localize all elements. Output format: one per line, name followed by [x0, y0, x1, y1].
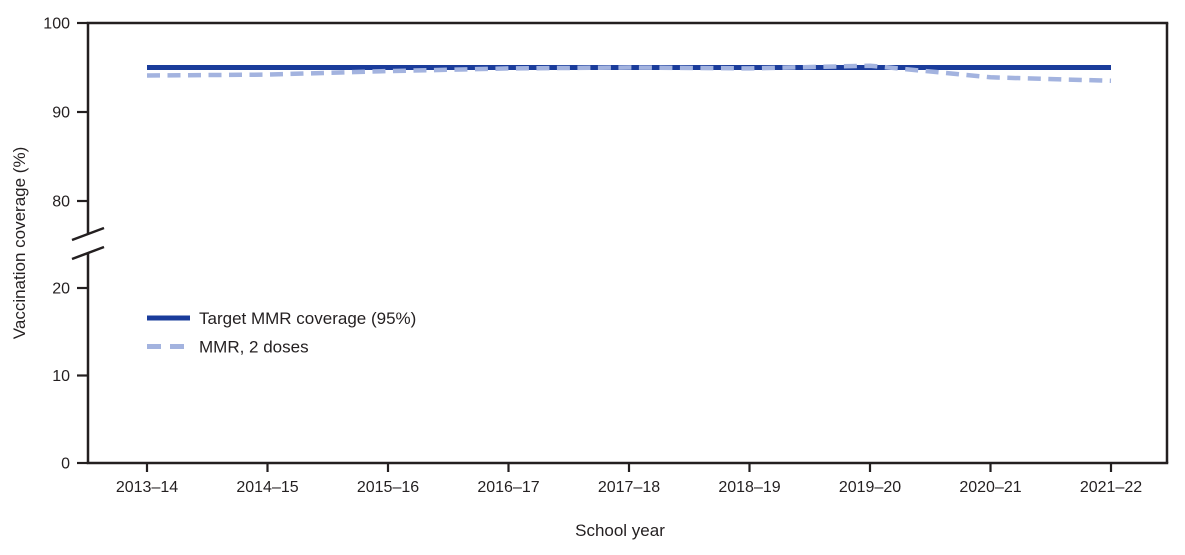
x-tick-label-2020-21: 2020–21 [959, 479, 1021, 496]
axis-break-slash-lower [71, 245, 105, 261]
legend-label-target-mmr-coverage-95%: Target MMR coverage (95%) [199, 309, 416, 328]
y-tick-label-20: 20 [52, 281, 70, 298]
x-tick-label-2021-22: 2021–22 [1080, 479, 1142, 496]
axis-break-slash-upper [71, 226, 105, 242]
x-tick-label-2016-17: 2016–17 [477, 479, 539, 496]
y-axis-title: Vaccination coverage (%) [10, 147, 29, 339]
y-tick-label-80: 80 [52, 194, 70, 211]
x-tick-label-2017-18: 2017–18 [598, 479, 660, 496]
mmr-2-doses-line [146, 63, 1112, 84]
legend-label-mmr-2-doses: MMR, 2 doses [199, 338, 309, 357]
x-tick-label-2015-16: 2015–16 [357, 479, 419, 496]
y-tick-label-90: 90 [52, 105, 70, 122]
x-axis-title: School year [575, 521, 665, 540]
x-tick-label-2014-15: 2014–15 [236, 479, 298, 496]
x-tick-label-2013-14: 2013–14 [116, 479, 178, 496]
legend-item-target-mmr-coverage-95%: Target MMR coverage (95%) [147, 309, 416, 328]
x-tick-label-2019-20: 2019–20 [839, 479, 901, 496]
y-tick-label-100: 100 [43, 16, 70, 33]
y-tick-label-10: 10 [52, 368, 70, 385]
chart-generated-content: 0 10 20 80 90 100 2013–14 2014–15 2015–16 2016–17… [43, 16, 1169, 496]
legend-item-mmr-2-doses: MMR, 2 doses [147, 338, 309, 357]
y-tick-label-0: 0 [61, 456, 70, 473]
x-tick-label-2018-19: 2018–19 [718, 479, 780, 496]
